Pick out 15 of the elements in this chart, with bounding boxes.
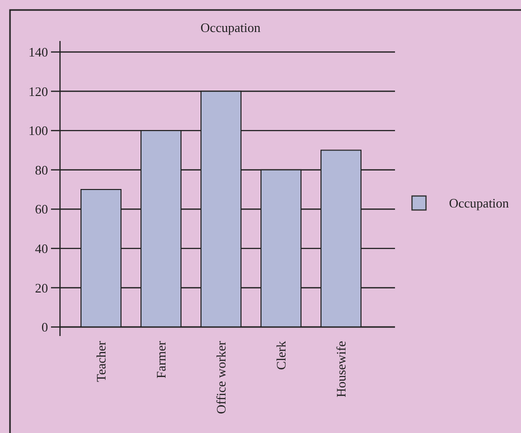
- y-tick-label: 60: [35, 202, 48, 217]
- y-tick-label: 80: [35, 162, 48, 178]
- x-tick-label: Clerk: [274, 340, 289, 370]
- x-tick-label: Housewife: [334, 340, 349, 398]
- x-tick-label: Office worker: [214, 340, 229, 414]
- y-tick-label: 120: [28, 84, 48, 99]
- x-tick-label: Teacher: [94, 340, 109, 382]
- y-tick-label: 40: [35, 240, 48, 256]
- y-tick-label: 0: [42, 320, 48, 335]
- legend-label: Occupation: [449, 196, 510, 211]
- y-tick-label: 20: [35, 280, 48, 296]
- x-tick-label: Farmer: [154, 340, 169, 379]
- y-tick-label: 140: [28, 44, 48, 60]
- chart-title: Occupation: [200, 20, 261, 35]
- y-tick-label: 100: [28, 123, 48, 138]
